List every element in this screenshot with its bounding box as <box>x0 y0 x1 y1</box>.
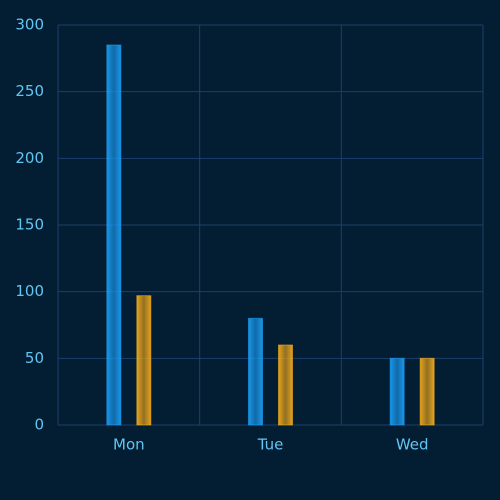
bar <box>419 357 435 426</box>
x-tick-label: Mon <box>113 436 145 454</box>
bar <box>106 44 122 426</box>
bar <box>248 317 263 426</box>
y-tick-label: 250 <box>15 82 44 100</box>
y-tick-label: 100 <box>15 282 44 300</box>
bar <box>136 295 152 426</box>
y-tick-label: 200 <box>15 149 44 167</box>
y-tick-label: 150 <box>15 216 44 234</box>
x-tick-label: Wed <box>396 436 429 454</box>
y-tick-label: 50 <box>25 349 44 367</box>
bar <box>389 357 405 426</box>
y-tick-label: 300 <box>15 16 44 34</box>
bar <box>278 344 293 426</box>
y-tick-label: 0 <box>34 416 44 434</box>
x-tick-label: Tue <box>257 436 284 454</box>
